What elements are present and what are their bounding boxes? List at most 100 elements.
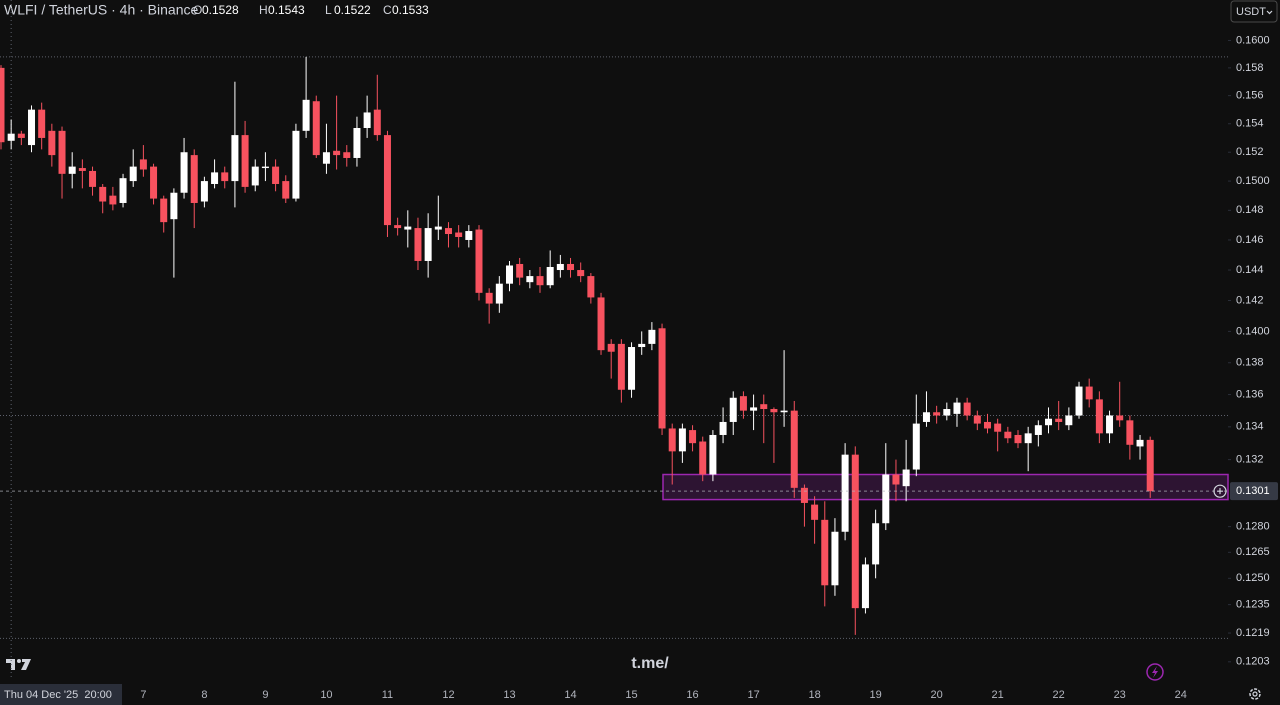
candle-body [190, 155, 198, 203]
candle-body [200, 181, 208, 202]
ohlc-value: 0.1522 [334, 3, 371, 17]
settings-icon[interactable] [1249, 688, 1261, 700]
y-tick-label: 0.152 [1236, 146, 1264, 158]
candle-body [363, 112, 371, 128]
y-tick-label: 0.1400 [1236, 325, 1270, 337]
candle-body [658, 328, 666, 429]
candle-body [760, 404, 768, 410]
candle-body [587, 276, 595, 298]
candle-body [597, 297, 605, 351]
candle-body [1095, 399, 1103, 434]
candle-body [709, 434, 717, 475]
icon-bolt [1152, 666, 1158, 678]
candle-body [689, 430, 697, 444]
candle-body [638, 343, 646, 348]
x-tick-label: 12 [442, 689, 454, 701]
chevron [1266, 10, 1273, 15]
x-tick-label: 11 [382, 689, 393, 701]
candle-body [28, 109, 36, 146]
candle-body [943, 409, 951, 416]
candle-body [1034, 425, 1042, 435]
candle-body [516, 263, 524, 278]
candle-body [241, 135, 249, 187]
crosshair-x-box [0, 684, 122, 705]
x-tick-label: 22 [1053, 689, 1065, 701]
currency-button[interactable]: USDT [1230, 0, 1278, 23]
x-tick-label: 19 [869, 689, 881, 701]
candle-body [536, 276, 544, 286]
candle-body [607, 343, 615, 352]
candle-body [1004, 431, 1012, 439]
candle-body [628, 347, 636, 390]
candle-body [739, 396, 747, 411]
candle-body [1024, 433, 1032, 444]
candle-body [729, 397, 737, 422]
x-tick-label: 20 [931, 689, 943, 701]
candle-body [668, 428, 676, 452]
x-tick-label: 9 [262, 689, 268, 701]
candle-body [455, 232, 463, 237]
x-tick-label: 18 [808, 689, 820, 701]
y-tick-label: 0.1235 [1236, 599, 1270, 611]
candle-body [343, 152, 351, 158]
candle-body [780, 410, 788, 413]
x-tick-label: 7 [140, 689, 146, 701]
tv-logo [6, 659, 31, 670]
candle-body [119, 178, 127, 203]
x-tick-label: 17 [747, 689, 759, 701]
candle-body [1055, 418, 1063, 422]
candle-body [577, 270, 585, 277]
candle-body [333, 150, 341, 156]
candle-body [272, 166, 280, 184]
x-tick-label: 16 [686, 689, 698, 701]
candle-body [139, 159, 147, 170]
candle-body [38, 109, 46, 138]
candle-body [251, 166, 259, 186]
candle-body [99, 186, 107, 202]
candle-body [1106, 415, 1114, 434]
candle-body [546, 267, 554, 286]
candle-body [394, 225, 402, 229]
candle-body [1085, 386, 1093, 400]
candle-body [68, 166, 76, 174]
candle-body [58, 130, 66, 174]
watermark: t.me/ [631, 655, 669, 672]
ohlc-label: L [325, 3, 332, 17]
candle-body [48, 130, 56, 156]
candle-body [150, 166, 158, 199]
last-price-box [1230, 482, 1278, 501]
candle-body [1065, 415, 1073, 426]
candle-body [383, 135, 391, 226]
y-tick-label: 0.136 [1236, 388, 1264, 400]
candle-body [861, 564, 869, 609]
candle-body [750, 407, 758, 411]
candle-body [231, 135, 239, 182]
logo-part [21, 659, 31, 670]
add-alert-icon [1213, 484, 1227, 498]
candle-body [811, 504, 819, 520]
candle-body [973, 415, 981, 424]
lightning-icon[interactable] [1146, 663, 1164, 681]
x-tick-label: 21 [992, 689, 1004, 701]
candle-body [89, 170, 97, 187]
candle-body [292, 130, 300, 199]
y-tick-label: 0.1600 [1236, 34, 1270, 46]
y-tick-label: 0.1219 [1236, 627, 1270, 639]
candle-body [567, 263, 575, 271]
candle-body [872, 523, 880, 565]
candle-body [933, 412, 941, 416]
ohlc-label: O [193, 3, 202, 17]
ohlc-label: H [259, 3, 268, 17]
logo-part [17, 659, 21, 663]
x-tick-label: 13 [503, 689, 515, 701]
last-price-label: 0.1301 [1236, 485, 1270, 497]
candle-body [922, 412, 930, 422]
candle-body [465, 231, 473, 240]
candle-body [78, 168, 86, 171]
y-tick-label: 0.1250 [1236, 572, 1270, 584]
candle-body [129, 166, 137, 182]
candle-body [495, 283, 503, 304]
chart-title: WLFI / TetherUS · 4h · Binance [4, 2, 198, 18]
candle-body [678, 428, 686, 452]
